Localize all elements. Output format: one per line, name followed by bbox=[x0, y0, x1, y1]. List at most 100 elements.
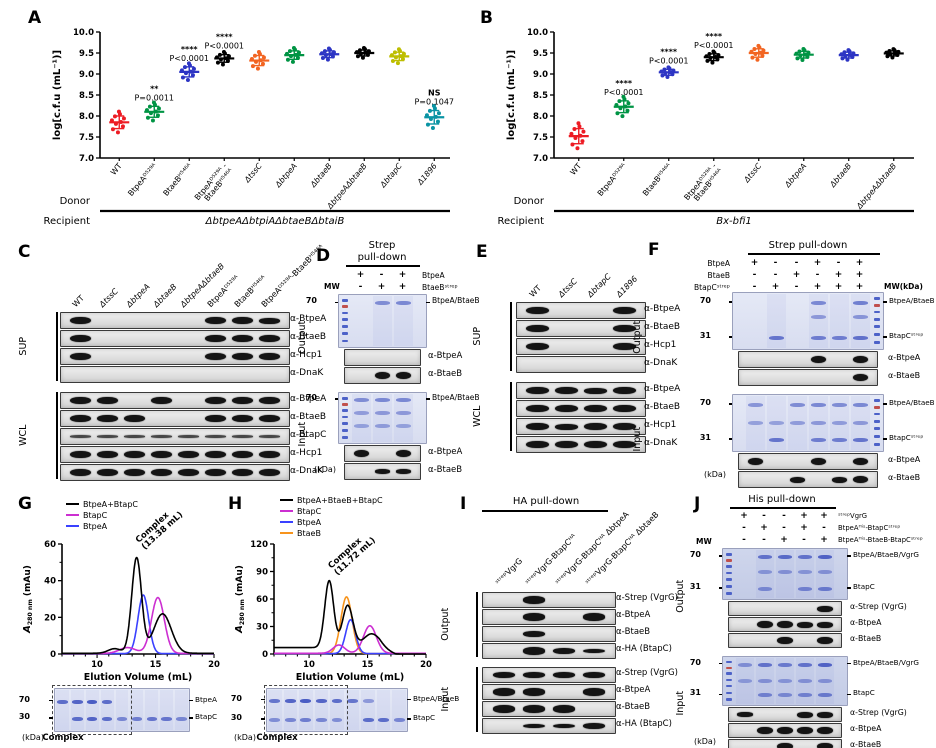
mw-marker: 30 bbox=[18, 712, 30, 722]
wb-band bbox=[124, 414, 145, 423]
data-point bbox=[433, 114, 438, 119]
condition-sign: + bbox=[398, 282, 407, 292]
wb-band bbox=[395, 371, 412, 380]
data-point bbox=[354, 50, 359, 55]
series-curve bbox=[61, 556, 215, 655]
y-tick-label: 10.0 bbox=[73, 28, 94, 38]
condition-sign: + bbox=[813, 282, 822, 292]
mw-marker-dash bbox=[261, 718, 265, 720]
gel-lane-wash bbox=[756, 550, 774, 598]
wb-band bbox=[205, 316, 226, 325]
section-label: Input bbox=[439, 686, 451, 712]
gel-band bbox=[758, 679, 772, 683]
data-point bbox=[798, 53, 803, 58]
gel-band bbox=[832, 335, 847, 340]
wb-band bbox=[522, 613, 546, 621]
x-category-label: BtpeAᴰ⁵²⁹ᴬ -BtaeBᴴ⁵⁴⁶ᴬ bbox=[193, 161, 236, 207]
wb-band bbox=[259, 414, 280, 423]
y-tick-label: 20 bbox=[44, 613, 56, 623]
x-category-label: ΔbtpeAΔbtaeB bbox=[854, 162, 898, 212]
lane-label: ΔtssC bbox=[97, 286, 120, 309]
data-point bbox=[355, 54, 360, 59]
data-point bbox=[618, 106, 623, 111]
data-point bbox=[891, 47, 896, 52]
x-axis-title: Elution Volume (mL) bbox=[296, 672, 405, 683]
wb-band bbox=[492, 672, 516, 678]
wb-band bbox=[205, 468, 226, 477]
data-point bbox=[112, 114, 117, 119]
data-point bbox=[840, 56, 845, 61]
antibody-label: α-Hcp1 bbox=[644, 339, 677, 350]
mw-marker-dash bbox=[729, 336, 732, 338]
wb-strip bbox=[482, 609, 616, 625]
condition-sign: + bbox=[820, 511, 828, 521]
gel-band bbox=[811, 335, 826, 340]
wb-band bbox=[151, 450, 172, 459]
panel-h: H 0 30 60 90 120 10 15 20 Elution Volume (mL) A28… bbox=[228, 494, 459, 748]
antibody-label: α-BtaeB bbox=[616, 627, 651, 637]
mw-ladder-mark bbox=[342, 332, 348, 335]
wb-band bbox=[522, 596, 546, 604]
wb-band bbox=[232, 414, 253, 423]
legend-label: BtpeA bbox=[297, 518, 322, 527]
wb-band bbox=[205, 334, 226, 343]
mw-ladder-mark bbox=[874, 297, 880, 300]
x-category-label: ΔbtaeB bbox=[308, 162, 334, 190]
data-point bbox=[115, 130, 120, 135]
complex-label: Complex bbox=[256, 733, 298, 743]
mw-marker: 70 bbox=[18, 694, 30, 704]
antibody-label: α-BtpeA bbox=[644, 383, 681, 394]
data-point bbox=[752, 47, 757, 52]
wb-band bbox=[789, 476, 806, 483]
section-label: Input bbox=[296, 421, 308, 447]
x-tick-label: 10 bbox=[91, 660, 103, 670]
data-point bbox=[323, 53, 328, 58]
antibody-label: α-HA (BtapC) bbox=[616, 719, 672, 729]
mw-ladder-mark bbox=[726, 553, 732, 556]
wb-band bbox=[777, 742, 793, 748]
condition-sign: + bbox=[356, 270, 365, 280]
data-point bbox=[401, 51, 406, 56]
legend-label: BtapC bbox=[297, 507, 322, 516]
data-point bbox=[360, 55, 365, 60]
band-label-dash bbox=[847, 662, 851, 665]
wb-band bbox=[797, 726, 813, 735]
data-point bbox=[620, 114, 625, 119]
data-point bbox=[430, 126, 435, 131]
data-point bbox=[148, 111, 153, 116]
group-bracket bbox=[510, 302, 512, 371]
wb-strip bbox=[482, 643, 616, 659]
wb-band bbox=[552, 672, 576, 678]
wb-band bbox=[151, 435, 172, 438]
data-point bbox=[761, 48, 766, 53]
wb-band bbox=[205, 396, 226, 405]
condition-label: BtpeAᴴⁱˢ-BtaeB-BtapCˢᵗʳᵉᵖ bbox=[838, 536, 923, 544]
data-point bbox=[578, 133, 583, 138]
condition-sign: - bbox=[773, 270, 778, 280]
condition-sign: - bbox=[752, 270, 757, 280]
lane-label: ΔbtapC bbox=[585, 271, 613, 299]
panel-g: G 0 20 40 60 10 15 20 Elution Volume (mL) A280 n… bbox=[18, 494, 226, 748]
wb-band bbox=[70, 352, 91, 361]
gel-band bbox=[396, 411, 411, 415]
wb-band bbox=[757, 620, 773, 629]
y-tick-label: 7.0 bbox=[533, 154, 548, 164]
gel-band bbox=[778, 569, 792, 574]
data-point bbox=[291, 45, 296, 50]
gel-band bbox=[832, 421, 847, 425]
panel-b-scatter-chart: 7.0 7.5 8.0 8.5 9.0 9.5 10.0 log[c.f.u (mL⁻¹)] W… bbox=[498, 28, 914, 227]
data-point bbox=[660, 73, 665, 78]
antibody-label: α-BtpeA bbox=[616, 685, 651, 695]
gel-lane-wash bbox=[746, 396, 765, 450]
wb-band bbox=[777, 636, 793, 645]
data-point bbox=[750, 55, 755, 60]
wb-band bbox=[178, 450, 199, 459]
gel-band bbox=[811, 314, 826, 319]
mw-ladder-mark bbox=[726, 578, 732, 581]
gel-band bbox=[758, 569, 772, 574]
antibody-label: α-BtaeB bbox=[888, 370, 921, 380]
data-point bbox=[258, 58, 263, 63]
wb-band bbox=[613, 342, 636, 351]
gel-band bbox=[818, 662, 832, 667]
gel-band bbox=[748, 403, 763, 408]
